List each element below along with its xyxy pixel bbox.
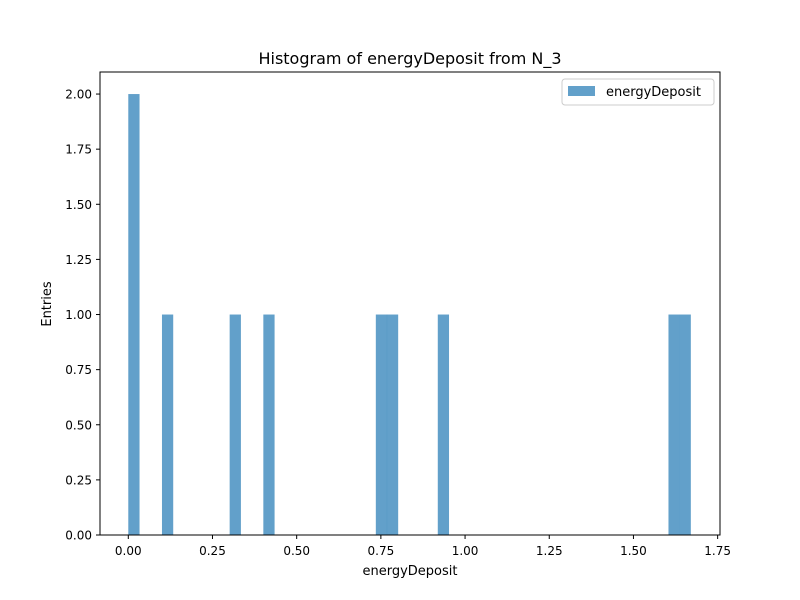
- bars-group: [128, 94, 691, 536]
- plot-frame: [99, 71, 721, 536]
- y-tick-label-1: 0.25: [65, 473, 92, 487]
- histogram-bar-4: [375, 314, 388, 535]
- x-tick-label-3: 0.75: [368, 544, 395, 558]
- histogram-bar-1: [161, 314, 174, 535]
- legend-swatch: [568, 86, 595, 96]
- histogram-bar-0: [128, 94, 140, 536]
- x-axis-ticks: 0.00 0.25 0.50 0.75 1.00 1.25 1.50 1.75: [115, 535, 731, 558]
- histogram-bar-7: [668, 314, 680, 535]
- x-tick-label-0: 0.00: [115, 544, 142, 558]
- x-tick-label-5: 1.25: [536, 544, 563, 558]
- chart-title: Histogram of energyDeposit from N_3: [258, 49, 561, 69]
- histogram-bar-5: [386, 314, 399, 535]
- y-tick-label-7: 1.75: [65, 143, 92, 157]
- histogram-bar-8: [679, 314, 691, 535]
- y-tick-label-0: 0.00: [65, 529, 92, 543]
- x-tick-label-1: 0.25: [199, 544, 226, 558]
- y-tick-label-3: 0.75: [65, 363, 92, 377]
- legend: energyDeposit: [561, 78, 715, 106]
- y-axis-ticks: 0.00 0.25 0.50 0.75 1.00 1.25 1.50 1.75 2.00: [65, 88, 100, 543]
- x-tick-label-7: 1.75: [704, 544, 731, 558]
- y-axis-label: Entries: [40, 281, 55, 327]
- legend-box: [561, 78, 715, 106]
- y-tick-label-5: 1.25: [65, 253, 92, 267]
- y-tick-label-2: 0.50: [65, 418, 92, 432]
- histogram-bar-2: [229, 314, 241, 535]
- y-tick-label-6: 1.50: [65, 198, 92, 212]
- y-tick-label-4: 1.00: [65, 308, 92, 322]
- x-tick-label-4: 1.00: [452, 544, 479, 558]
- legend-label: energyDeposit: [606, 85, 701, 100]
- x-axis-label: energyDeposit: [363, 564, 458, 579]
- y-tick-label-8: 2.00: [65, 88, 92, 102]
- x-tick-label-2: 0.50: [283, 544, 310, 558]
- histogram-bar-3: [263, 314, 275, 535]
- histogram-bar-6: [437, 314, 450, 535]
- x-tick-label-6: 1.50: [620, 544, 647, 558]
